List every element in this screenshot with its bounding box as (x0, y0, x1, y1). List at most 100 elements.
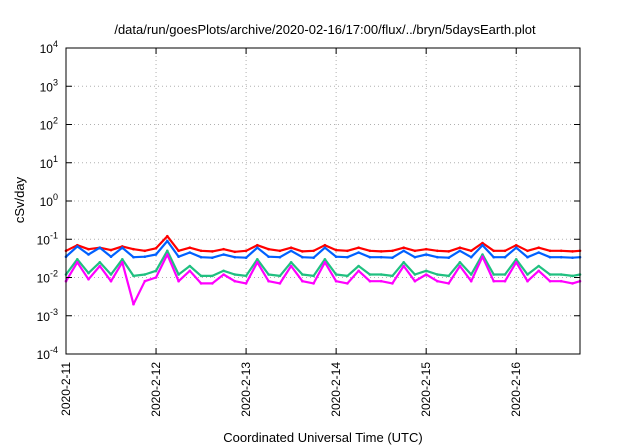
data-point (402, 261, 406, 264)
series-line-2 (65, 239, 581, 259)
data-point (143, 255, 147, 258)
x-tick-label: 2020-2-11 (59, 362, 73, 416)
data-point (267, 247, 270, 251)
data-point (199, 274, 203, 278)
data-point (312, 249, 315, 253)
x-ticks: 2020-2-11 2020-2-12 2020-2-13 2020-2-14 2020… (59, 48, 523, 417)
y-axis-label: cSv/day (12, 176, 27, 223)
data-point (154, 253, 158, 256)
data-point (391, 282, 394, 285)
data-point (233, 255, 237, 259)
data-point (154, 269, 158, 273)
data-point (255, 258, 259, 261)
data-point (109, 248, 113, 252)
data-point (402, 264, 406, 268)
data-point (503, 279, 507, 283)
data-point (188, 269, 192, 273)
data-point (379, 273, 383, 276)
data-point (469, 279, 473, 283)
data-point (267, 255, 270, 258)
data-point (143, 249, 147, 253)
data-point (188, 264, 192, 268)
data-point (357, 251, 360, 254)
data-point (503, 249, 507, 253)
y-tick-base: 10 (40, 195, 54, 209)
data-point (132, 274, 135, 278)
data-point (289, 264, 293, 268)
data-point (571, 256, 574, 260)
data-point (368, 249, 372, 253)
y-tick-label: 10-4 (37, 345, 58, 362)
y-tick-base: 10 (40, 80, 54, 94)
data-point (199, 255, 203, 259)
data-point (301, 279, 304, 283)
data-point (424, 269, 428, 273)
data-point (244, 249, 248, 253)
data-point (469, 273, 473, 276)
x-tick-label: 2020-2-13 (239, 362, 253, 417)
data-point (278, 274, 282, 278)
data-point (481, 243, 484, 247)
data-point (289, 246, 293, 249)
data-point (357, 246, 360, 249)
y-tick-base: 10 (37, 233, 51, 247)
data-point (177, 279, 180, 283)
data-point (98, 264, 102, 268)
x-tick-label: 2020-2-12 (149, 362, 163, 417)
data-point (334, 279, 338, 283)
chart-title: /data/run/goesPlots/archive/2020-02-16/1… (114, 22, 536, 37)
data-point (447, 282, 451, 285)
data-point (469, 249, 473, 253)
y-tick-exponent: 1 (53, 154, 58, 164)
data-point (368, 273, 372, 276)
y-tick-base: 10 (40, 119, 54, 133)
data-point (571, 274, 574, 278)
data-point (121, 246, 124, 249)
data-point (154, 247, 158, 250)
data-point (571, 282, 574, 285)
data-point (255, 243, 259, 247)
series-layer (64, 234, 582, 306)
data-point (481, 241, 484, 245)
data-point (132, 255, 135, 259)
data-point (76, 258, 79, 261)
data-point (469, 255, 473, 259)
data-point (233, 273, 237, 276)
y-tick-label: 100 (40, 192, 58, 209)
data-point (222, 247, 225, 251)
data-point (323, 243, 327, 247)
y-tick-label: 101 (40, 154, 58, 171)
data-point (323, 246, 327, 249)
data-point (87, 278, 90, 281)
data-point (458, 246, 462, 249)
data-point (166, 239, 169, 243)
data-point (98, 246, 102, 249)
data-point (402, 246, 406, 249)
data-point (177, 273, 180, 276)
data-point (526, 279, 529, 283)
data-point (436, 279, 439, 283)
y-tick-base: 10 (37, 310, 51, 324)
y-tick-label: 104 (40, 39, 58, 56)
x-tick-label: 2020-2-16 (509, 362, 523, 417)
data-point (571, 250, 574, 253)
data-point (391, 249, 394, 253)
y-tick-base: 10 (37, 272, 51, 286)
data-point (255, 246, 259, 249)
data-point (559, 279, 563, 283)
data-point (492, 249, 496, 253)
data-point (559, 255, 563, 259)
data-point (346, 282, 349, 285)
data-point (436, 249, 439, 253)
data-point (537, 264, 540, 268)
data-point (447, 256, 451, 260)
data-point (514, 258, 518, 261)
series-line-3 (65, 249, 581, 277)
data-point (233, 279, 237, 283)
data-point (323, 258, 327, 261)
x-tick-label: 2020-2-14 (329, 362, 343, 417)
data-point (559, 273, 563, 276)
y-tick-label: 10-1 (37, 230, 58, 247)
